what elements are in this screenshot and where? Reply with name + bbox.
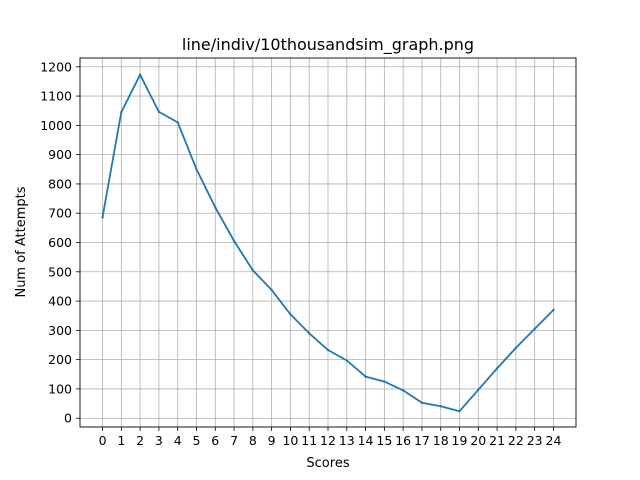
x-tick-label: 9: [268, 433, 276, 448]
data-point: [326, 348, 330, 352]
data-point: [101, 216, 104, 219]
y-tick-label: 200: [48, 352, 72, 367]
y-tick-label: 100: [48, 381, 72, 396]
data-point: [120, 110, 123, 114]
data-point: [533, 327, 536, 331]
data-point: [458, 409, 461, 413]
x-tick-label: 14: [358, 433, 374, 448]
x-tick-label: 19: [452, 433, 468, 448]
data-point: [270, 288, 273, 292]
x-axis-ticks: 0 1 2 3 4 5 6 7 8 9 10 11 12 13 14 15 16 17 18 19 20 21 22 23 24: [99, 427, 562, 448]
data-point: [138, 73, 142, 76]
x-tick-label: 5: [193, 433, 201, 448]
x-axis-label: Scores: [306, 456, 349, 471]
x-tick-label: 6: [211, 433, 219, 448]
y-axis-label: Num of Attempts: [14, 186, 29, 297]
x-tick-label: 10: [282, 433, 298, 448]
x-tick-label: 23: [527, 433, 543, 448]
data-point: [308, 332, 311, 335]
x-tick-label: 8: [249, 433, 257, 448]
y-tick-label: 400: [48, 294, 72, 309]
data-point: [420, 401, 424, 404]
data-point: [552, 308, 555, 312]
data-point: [383, 380, 386, 383]
y-tick-label: 0: [64, 411, 72, 426]
x-tick-label: 22: [508, 433, 524, 448]
data-point: [251, 269, 255, 272]
y-tick-label: 1100: [40, 89, 72, 104]
y-axis-ticks: 0 100 200 300 400 500 600 700 800 900 1000 1100 1200: [40, 59, 80, 426]
y-tick-label: 1200: [40, 59, 72, 74]
x-tick-label: 13: [339, 433, 355, 448]
y-tick-label: 1000: [40, 118, 72, 133]
data-point: [289, 313, 292, 316]
series-group: [101, 73, 555, 413]
data-point: [495, 367, 499, 370]
x-tick-label: 12: [320, 433, 336, 448]
data-point: [214, 206, 217, 209]
data-point: [364, 375, 367, 378]
data-point: [439, 405, 442, 408]
grid: [80, 58, 576, 427]
data-point: [514, 346, 518, 350]
data-point: [345, 359, 348, 362]
y-tick-label: 600: [48, 235, 72, 250]
x-tick-label: 24: [546, 433, 562, 448]
data-point: [401, 389, 405, 392]
x-tick-label: 7: [230, 433, 238, 448]
x-tick-label: 16: [395, 433, 411, 448]
data-point: [157, 110, 161, 114]
x-tick-label: 11: [301, 433, 317, 448]
y-tick-label: 500: [48, 264, 72, 279]
y-tick-label: 800: [48, 176, 72, 191]
x-tick-label: 3: [155, 433, 163, 448]
x-tick-label: 21: [489, 433, 505, 448]
x-tick-label: 18: [433, 433, 449, 448]
y-tick-label: 300: [48, 323, 72, 338]
chart-title: line/indiv/10thousandsim_graph.png: [182, 35, 474, 55]
x-tick-label: 20: [470, 433, 486, 448]
data-point: [176, 121, 179, 124]
y-tick-label: 700: [48, 206, 72, 221]
data-point: [195, 168, 198, 171]
x-tick-label: 4: [174, 433, 182, 448]
x-tick-label: 15: [376, 433, 392, 448]
x-tick-label: 1: [117, 433, 125, 448]
x-tick-label: 2: [136, 433, 144, 448]
data-point: [477, 388, 480, 392]
x-tick-label: 0: [99, 433, 107, 448]
data-point: [232, 239, 236, 243]
y-tick-label: 900: [48, 147, 72, 162]
x-tick-label: 17: [414, 433, 430, 448]
